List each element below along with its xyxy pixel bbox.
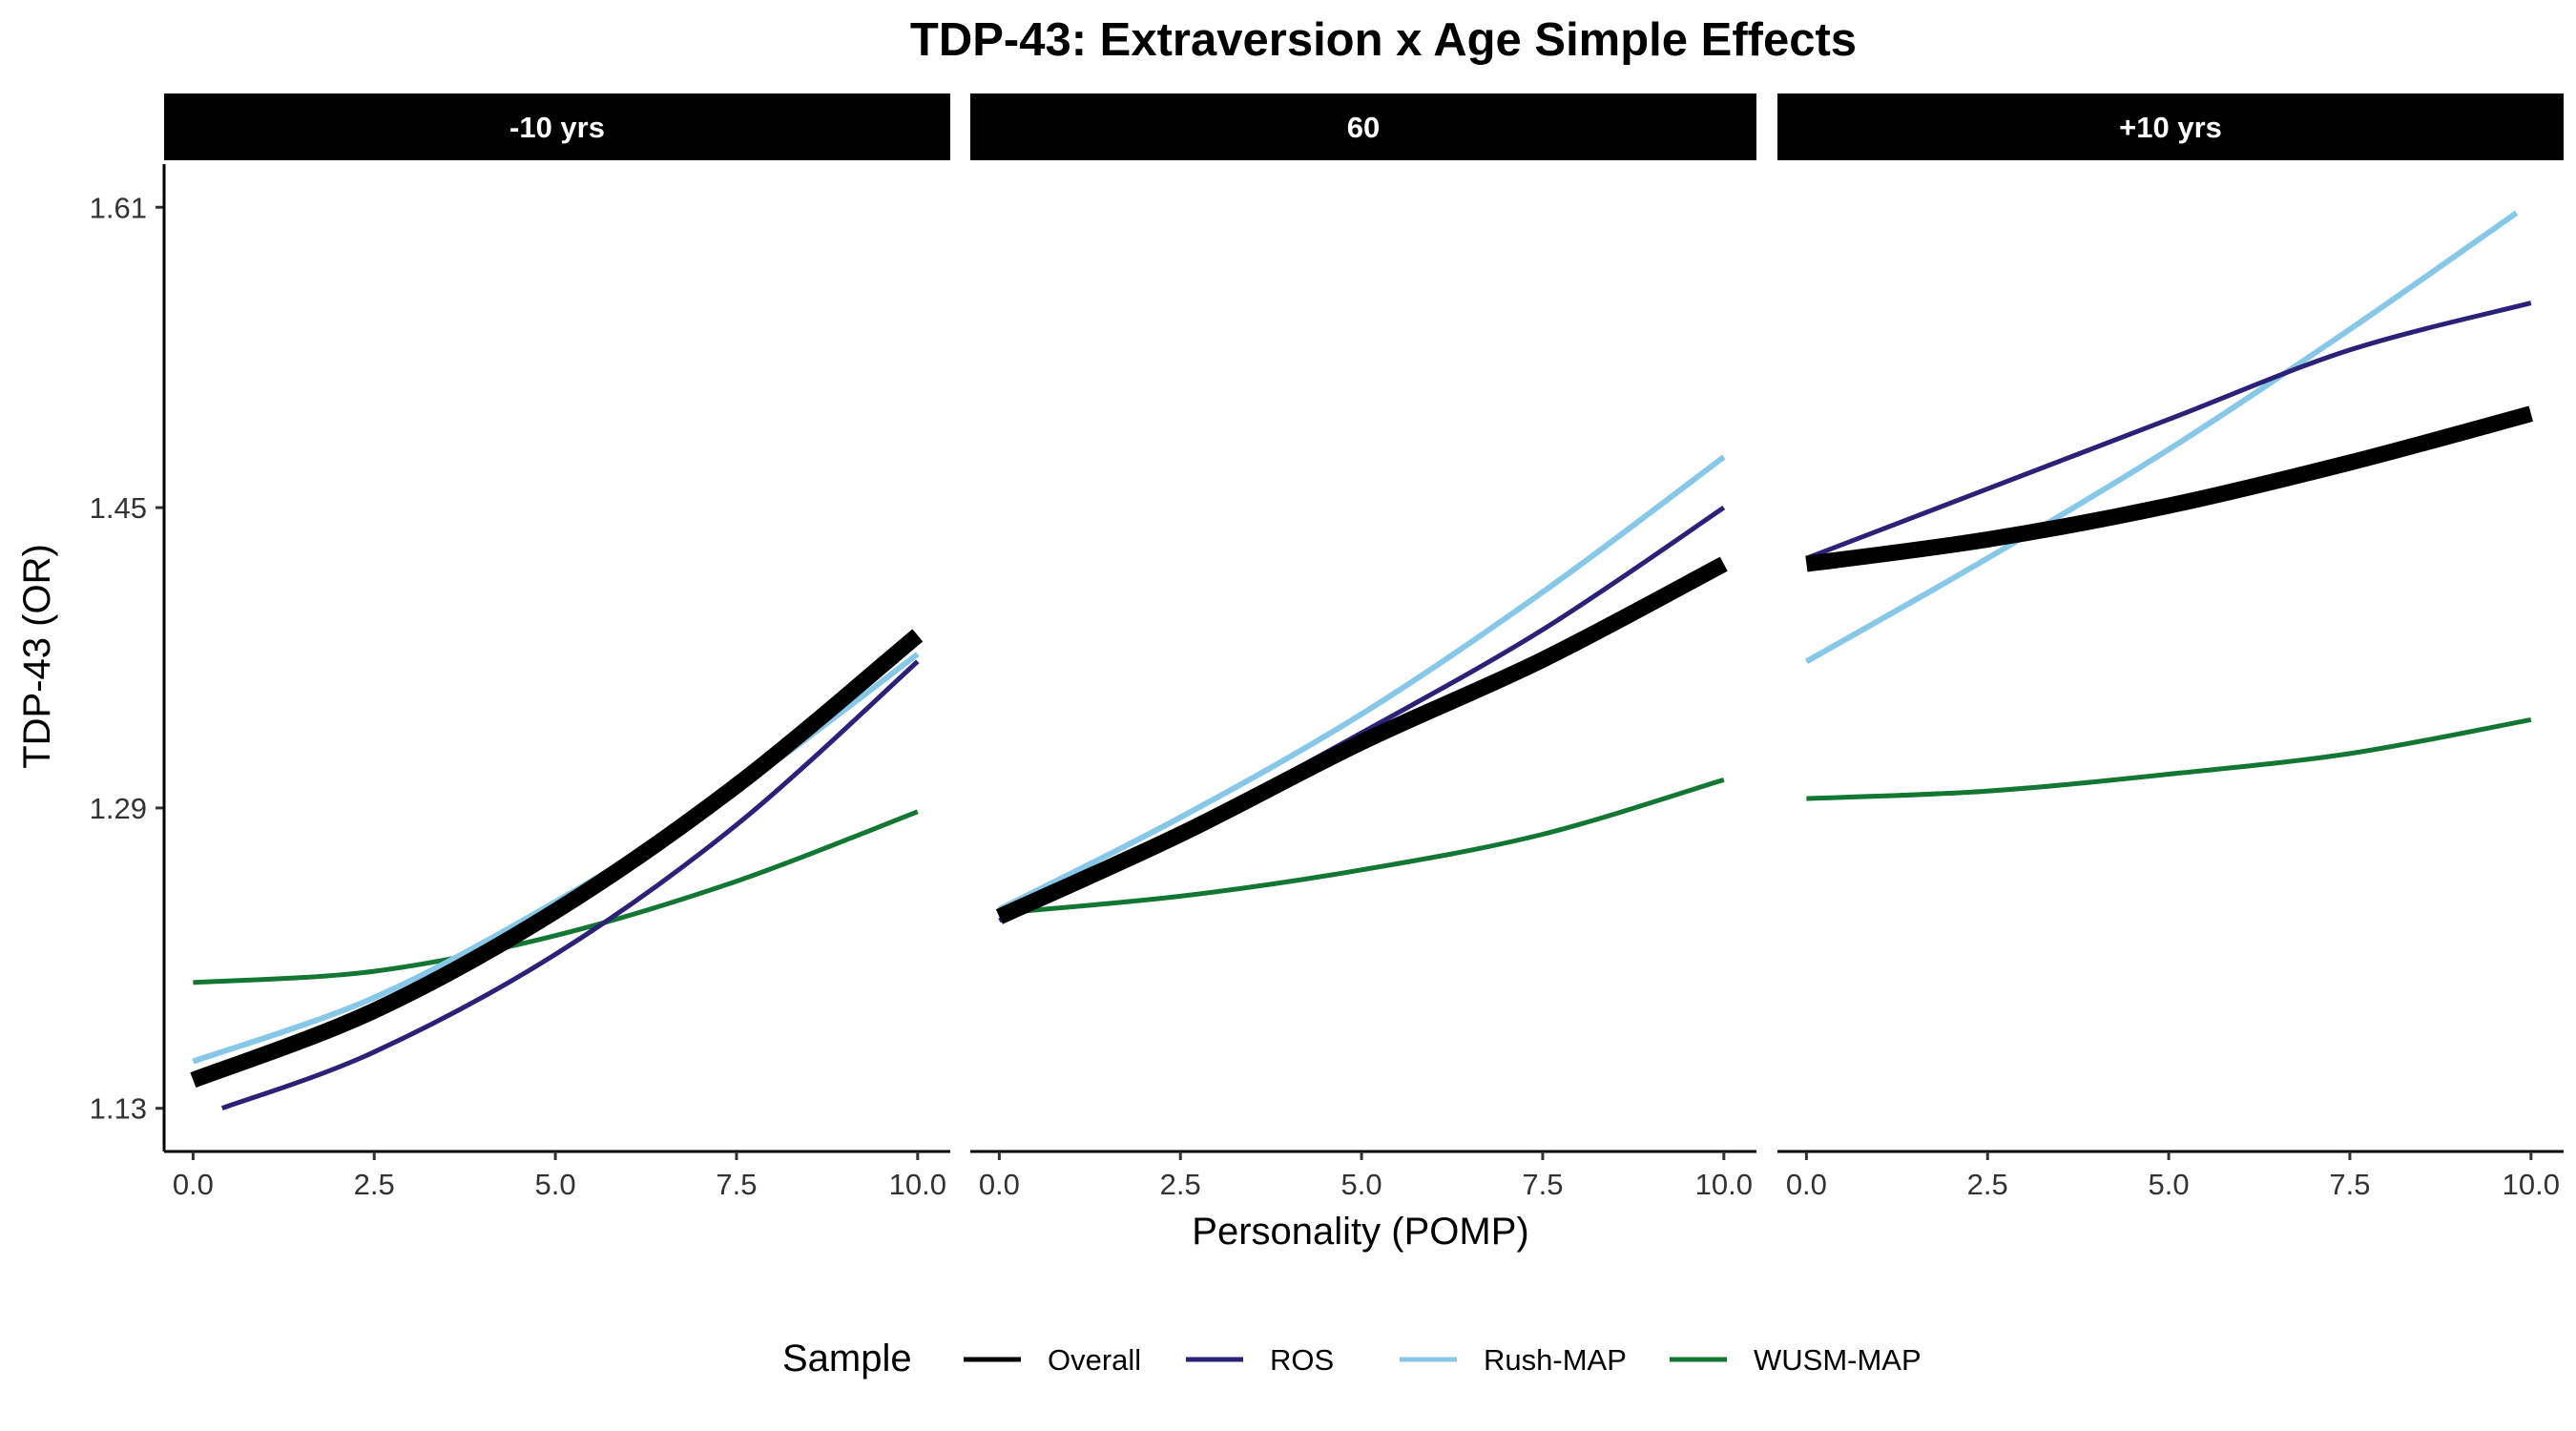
panel-60: 60 0.0 2.5 5.0 7.5 10.0 — [970, 93, 1756, 1201]
legend-label-wusm-map: WUSM-MAP — [1754, 1343, 1922, 1377]
series-line-ros-10-yrs — [220, 659, 920, 1111]
y-tick-label-2: 1.45 — [90, 491, 147, 525]
series-line-wusm-map-10-yrs — [1806, 716, 2532, 801]
x-tick-label-10-yrs-0: 0.0 — [1786, 1168, 1827, 1201]
x-tick-label-10-yrs-1: 2.5 — [354, 1168, 395, 1201]
chart-title: TDP-43: Extraversion x Age Simple Effect… — [910, 14, 1857, 66]
x-tick-label-10-yrs-4: 10.0 — [889, 1168, 946, 1201]
x-axis-label: Personality (POMP) — [1192, 1211, 1528, 1253]
panel-10-yrs: +10 yrs 0.0 2.5 5.0 7.5 10.0 — [1777, 93, 2564, 1201]
x-tick-label-10-yrs-0: 0.0 — [173, 1168, 214, 1201]
series-line-ros-10-yrs — [1805, 301, 2532, 561]
x-tick-label-10-yrs-1: 2.5 — [1967, 1168, 2008, 1201]
y-tick-label-1: 1.29 — [90, 792, 147, 825]
series-line-overall-10-yrs — [1805, 405, 2534, 572]
series-line-rush-map-60 — [998, 454, 1726, 912]
series-line-wusm-map-10-yrs — [193, 809, 919, 985]
panel-strip-10-yrs — [1777, 93, 2564, 160]
y-tick-label-3: 1.61 — [90, 191, 147, 224]
x-tick-label-60-0: 0.0 — [979, 1168, 1020, 1201]
panel-strip-60 — [970, 93, 1756, 160]
x-tick-label-60-4: 10.0 — [1695, 1168, 1753, 1201]
x-tick-label-10-yrs-4: 10.0 — [2503, 1168, 2560, 1201]
legend: Sample Overall ROS Rush-MAP WUSM-MAP — [782, 1338, 1922, 1379]
legend-label-overall: Overall — [1048, 1343, 1141, 1377]
legend-title: Sample — [782, 1338, 912, 1379]
legend-label-ros: ROS — [1270, 1343, 1334, 1377]
x-tick-label-60-3: 7.5 — [1522, 1168, 1563, 1201]
x-tick-label-10-yrs-3: 7.5 — [716, 1168, 757, 1201]
panel-strip-label-10-yrs: +10 yrs — [2119, 111, 2222, 144]
panel-strip-10-yrs — [164, 93, 950, 160]
series-line-rush-map-10-yrs — [192, 652, 920, 1065]
y-tick-label-0: 1.13 — [90, 1092, 147, 1126]
series-line-rush-map-10-yrs — [1804, 210, 2519, 665]
x-tick-label-60-1: 2.5 — [1160, 1168, 1201, 1201]
x-tick-label-10-yrs-2: 5.0 — [535, 1168, 576, 1201]
x-tick-label-10-yrs-2: 5.0 — [2149, 1168, 2190, 1201]
series-line-wusm-map-60 — [999, 778, 1725, 916]
x-tick-label-60-2: 5.0 — [1341, 1168, 1382, 1201]
legend-label-rush-map: Rush-MAP — [1484, 1343, 1627, 1377]
panel-strip-label-60: 60 — [1347, 111, 1380, 144]
panel-strip-label-10-yrs: -10 yrs — [509, 111, 605, 144]
y-axis-label: TDP-43 (OR) — [16, 544, 58, 769]
series-line-overall-60 — [995, 556, 1728, 924]
x-tick-label-10-yrs-3: 7.5 — [2329, 1168, 2370, 1201]
panel-10-yrs: -10 yrs 0.0 2.5 5.0 7.5 10.0 — [164, 93, 950, 1201]
series-line-overall-10-yrs — [190, 629, 924, 1089]
